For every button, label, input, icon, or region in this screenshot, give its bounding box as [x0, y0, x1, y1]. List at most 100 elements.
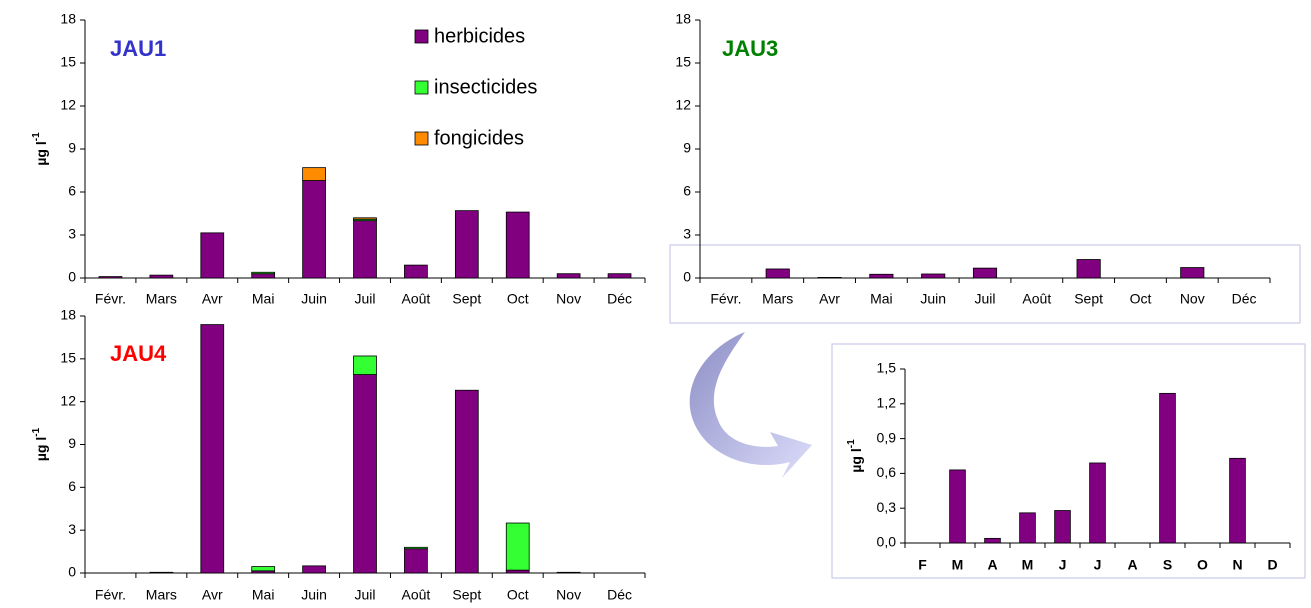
x-tick-label: Juil [354, 587, 375, 603]
bar [1076, 259, 1101, 279]
bar [984, 537, 1001, 544]
legend-label: fongicides [434, 127, 524, 149]
bar [251, 273, 276, 279]
y-tick-label: 0,0 [877, 534, 897, 550]
x-tick-label: Août [1022, 291, 1051, 307]
y-tick-label: 0 [68, 564, 76, 580]
x-tick-label: Juin [301, 587, 327, 603]
y-tick-label: 0 [68, 269, 76, 285]
y-tick-label: 3 [68, 226, 76, 242]
y-tick-label: 9 [683, 140, 691, 156]
bar [869, 273, 894, 279]
x-tick-label: A [987, 557, 997, 573]
chart-title: JAU3 [722, 36, 778, 61]
y-tick-label: 15 [60, 54, 76, 70]
x-tick-label: M [952, 557, 964, 573]
y-tick-label: 12 [675, 97, 691, 113]
y-tick-label: 3 [68, 521, 76, 537]
bar [1180, 267, 1205, 279]
highlight-box [669, 244, 1301, 324]
x-tick-label: J [1094, 557, 1102, 573]
bar [353, 220, 377, 279]
x-tick-label: D [1267, 557, 1277, 573]
x-tick-label: Oct [507, 291, 529, 307]
bar [251, 566, 276, 572]
x-tick-label: Sept [452, 587, 481, 603]
y-axis-label-main: µg l [33, 141, 49, 165]
bar [302, 180, 326, 279]
legend-label: insecticides [434, 76, 537, 98]
bar [98, 276, 123, 279]
x-tick-label: Nov [556, 291, 581, 307]
x-tick-label: Mai [870, 291, 893, 307]
legend-swatch [414, 29, 429, 44]
x-tick-label: Sept [1074, 291, 1103, 307]
y-tick-label: 0,3 [877, 499, 897, 515]
x-tick-label: F [918, 557, 927, 573]
bar [404, 548, 428, 574]
bar [149, 274, 174, 279]
y-tick-label: 1,2 [877, 395, 897, 411]
bar [353, 374, 377, 574]
y-tick-label: 6 [68, 183, 76, 199]
x-tick-label: Févr. [95, 587, 126, 603]
y-tick-label: 0 [683, 269, 691, 285]
y-axis-label-main: µg l [33, 437, 49, 461]
x-tick-label: Mars [146, 291, 177, 307]
x-tick-label: Juil [354, 291, 375, 307]
legend-swatch [414, 80, 429, 95]
bar [607, 273, 632, 279]
x-tick-label: Août [402, 291, 431, 307]
y-tick-label: 12 [60, 392, 76, 408]
x-tick-label: O [1197, 557, 1208, 573]
y-tick-label: 15 [675, 54, 691, 70]
x-tick-label: Mai [252, 291, 275, 307]
x-tick-label: Avr [202, 587, 223, 603]
y-tick-label: 0,9 [877, 429, 897, 445]
x-tick-label: Nov [556, 587, 581, 603]
x-tick-label: N [1232, 557, 1242, 573]
bar [556, 273, 581, 279]
zoom-arrow [689, 332, 812, 478]
bar [505, 522, 530, 571]
chart-title: JAU1 [110, 36, 166, 61]
y-tick-label: 6 [68, 478, 76, 494]
bar [1159, 392, 1176, 544]
x-tick-label: Juin [920, 291, 946, 307]
x-tick-label: Août [402, 587, 431, 603]
y-tick-label: 0,6 [877, 464, 897, 480]
y-tick-label: 15 [60, 350, 76, 366]
y-tick-label: 9 [68, 435, 76, 451]
x-tick-label: Oct [1130, 291, 1152, 307]
bar [200, 324, 225, 574]
bar [404, 264, 428, 279]
bar [765, 268, 790, 279]
bar [972, 267, 998, 279]
y-tick-label: 3 [683, 226, 691, 242]
x-tick-label: Juil [974, 291, 995, 307]
x-tick-label: Mars [146, 587, 177, 603]
y-axis-label-sup: -1 [846, 439, 857, 448]
bar [404, 546, 428, 550]
y-tick-label: 6 [683, 183, 691, 199]
x-tick-label: J [1059, 557, 1067, 573]
y-axis-label-sup: -1 [31, 132, 42, 141]
x-tick-label: M [1022, 557, 1034, 573]
bar [454, 210, 479, 279]
y-axis-label-main: µg l [848, 448, 864, 472]
x-tick-label: Févr. [95, 291, 126, 307]
x-tick-label: Déc [607, 587, 632, 603]
x-tick-label: Avr [819, 291, 840, 307]
bar [353, 217, 377, 220]
x-tick-label: Déc [607, 291, 632, 307]
bar [505, 569, 530, 574]
x-tick-label: Juin [301, 291, 327, 307]
x-tick-label: Oct [507, 587, 529, 603]
bar [200, 232, 225, 279]
x-tick-label: Févr. [710, 291, 741, 307]
bar [1019, 512, 1036, 544]
bar [556, 571, 581, 574]
legend-label: herbicides [434, 25, 525, 47]
bar [1054, 510, 1071, 544]
chart-title: JAU4 [110, 341, 167, 366]
